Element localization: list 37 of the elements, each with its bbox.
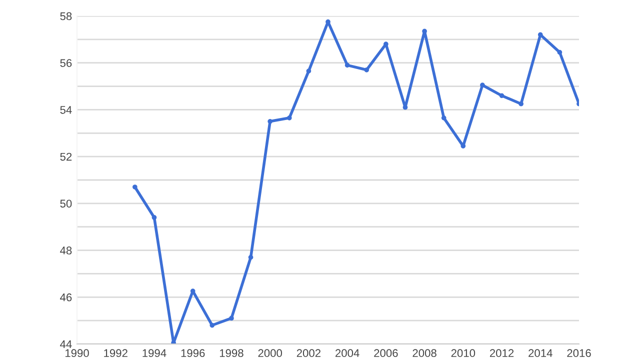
y-tick-label: 44 (60, 340, 72, 348)
point (480, 82, 485, 88)
point (210, 322, 215, 328)
x-tick-label: 2008 (412, 349, 436, 358)
point (286, 115, 292, 120)
point (441, 115, 446, 120)
point (557, 50, 562, 55)
y-tick-label: 54 (60, 106, 72, 114)
x-tick-label: 2010 (451, 349, 476, 358)
point (152, 215, 157, 220)
y-tick-label: 48 (60, 246, 72, 254)
x-tick-label: 2000 (258, 349, 282, 358)
point (306, 68, 312, 74)
point (364, 67, 370, 72)
y-tick-label: 50 (60, 200, 72, 208)
point (229, 316, 234, 321)
x-tick-label: 2004 (336, 349, 360, 358)
point (248, 254, 254, 260)
point (518, 101, 524, 106)
x-tick-label: 1998 (220, 349, 244, 358)
x-tick-label: 1994 (142, 349, 166, 358)
y-tick-label: 46 (60, 293, 72, 302)
y-tick-label: 56 (60, 59, 72, 67)
x-tick-label: 1992 (104, 349, 128, 358)
point (344, 62, 350, 68)
point (132, 184, 138, 190)
point (499, 93, 504, 98)
y-tick-label: 58 (60, 12, 72, 20)
x-tick-label: 2002 (296, 349, 320, 358)
x-tick-label: 1990 (65, 349, 89, 358)
x-tick-label: 1996 (181, 349, 205, 358)
point (268, 118, 273, 124)
x-tick-label: 2006 (374, 349, 398, 358)
x-tick-label: 2016 (567, 349, 591, 358)
x-tick-label: 2014 (528, 349, 552, 358)
x-tick-label: 2012 (490, 349, 514, 358)
y-tick-label: 52 (60, 152, 72, 161)
